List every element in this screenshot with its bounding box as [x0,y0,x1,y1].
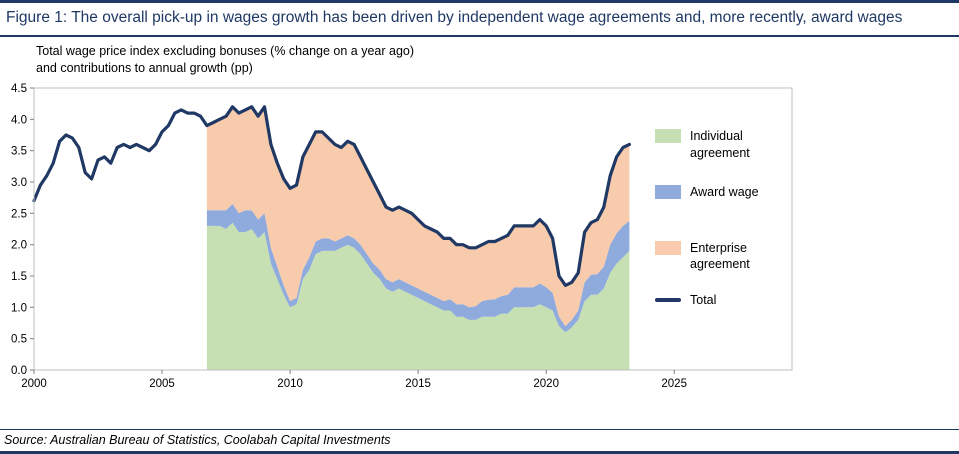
area-individual-agreement [206,223,630,371]
total-line-swatch [655,297,681,302]
legend-item-individual-agreement: Individual agreement [655,128,835,161]
legend-label-individual-agreement: Individual agreement [690,129,750,160]
award-wage-swatch [655,184,681,199]
source-text: Source: Australian Bureau of Statistics,… [4,433,391,447]
subtitle-line-1: Total wage price index excluding bonuses… [36,43,415,58]
area-award-wage [206,204,630,333]
top-border-rule [0,0,959,3]
x-tick-label: 2015 [405,378,431,390]
x-tick-label: 2020 [533,378,559,390]
x-tick-label: 2000 [21,378,47,390]
enterprise-agreement-swatch [655,241,681,256]
legend-item-enterprise-agreement: Enterprise agreement [655,240,835,273]
y-tick-label: 4.5 [11,83,27,95]
y-tick-label: 0.0 [11,365,27,377]
y-tick-label: 2.5 [11,209,27,221]
legend-label-award-wage: Award wage [690,184,759,199]
plot-border [33,87,793,371]
x-tick-label: 2025 [661,378,687,390]
y-tick-label: 4.0 [11,115,27,127]
y-tick-label: 3.0 [11,177,27,189]
subtitle-line-2: and contributions to annual growth (pp) [36,60,253,75]
area-enterprise-agreement [206,107,630,327]
y-tick-label: 3.5 [11,146,27,158]
x-tick-label: 2010 [277,378,303,390]
y-tick-label: 1.5 [11,271,27,283]
y-tick-label: 1.0 [11,303,27,315]
x-tick-label: 2005 [149,378,175,390]
y-tick-label: 0.5 [11,334,27,346]
title-border-rule [0,34,959,37]
legend-item-total: Total [655,292,835,308]
total-line [32,105,631,288]
chart-subtitle: Total wage price index excluding bonuses… [36,43,959,77]
wage-growth-chart: 2000 2005 2010 2015 2020 2025 0.0 0.5 1.0 1.5 2.0 2… [11,83,793,390]
figure-title: Figure 1: The overall pick-up in wages g… [6,9,903,26]
chart-area: 2000 2005 2010 2015 2020 2025 0.0 0.5 1.0 1.5 2.0 2… [0,80,959,398]
source-footer: Source: Australian Bureau of Statistics,… [0,429,959,454]
chart-legend: Individual agreement Award wage Enterpri… [655,128,835,308]
individual-agreement-swatch [655,129,681,144]
legend-label-enterprise-agreement: Enterprise agreement [690,241,750,272]
y-tick-label: 2.0 [11,240,27,252]
legend-item-award-wage: Award wage [655,184,835,200]
legend-label-total: Total [690,292,717,307]
